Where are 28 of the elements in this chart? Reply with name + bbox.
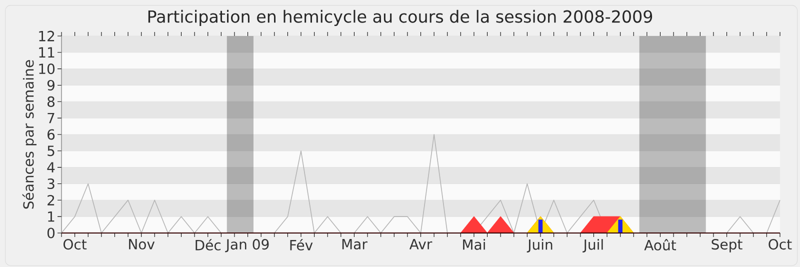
x-tick-label: Oct: [64, 239, 87, 250]
x-tick-label: Oct: [768, 239, 792, 250]
y-tick-label: 4: [47, 162, 55, 172]
y-tick-label: 1: [48, 211, 54, 222]
chart-title: Participation en hemicycle au cours de la session 2008-2009: [148, 10, 652, 26]
x-tick-label: Avr: [409, 239, 432, 250]
y-tick-label: 3: [48, 178, 54, 190]
x-tick-label: Sept: [712, 239, 742, 252]
y-axis-title: Séances par semaine: [22, 60, 36, 209]
x-tick-label: Juil: [582, 239, 603, 252]
x-tick-label: Mai: [463, 239, 485, 250]
x-tick-label: Déc: [196, 239, 221, 250]
y-tick-label: 11: [39, 47, 54, 58]
y-tick-label: 9: [47, 80, 54, 91]
x-tick-label: Juin: [526, 239, 552, 252]
y-tick-label: 8: [48, 96, 55, 107]
y-tick-label: 2: [48, 194, 54, 206]
y-tick-label: 12: [39, 30, 54, 42]
x-tick-label: Août: [644, 239, 676, 250]
y-tick-label: 10: [39, 64, 55, 74]
y-tick-label: 5: [48, 146, 54, 156]
y-tick-label: 7: [48, 112, 54, 124]
x-tick-label: Fév: [290, 239, 313, 250]
x-tick-label: Nov: [129, 239, 155, 250]
x-tick-label: Mar: [342, 239, 368, 250]
y-tick-label: 0: [47, 228, 55, 238]
x-tick-label: Jan 09: [225, 239, 269, 252]
y-tick-label: 6: [48, 129, 55, 140]
